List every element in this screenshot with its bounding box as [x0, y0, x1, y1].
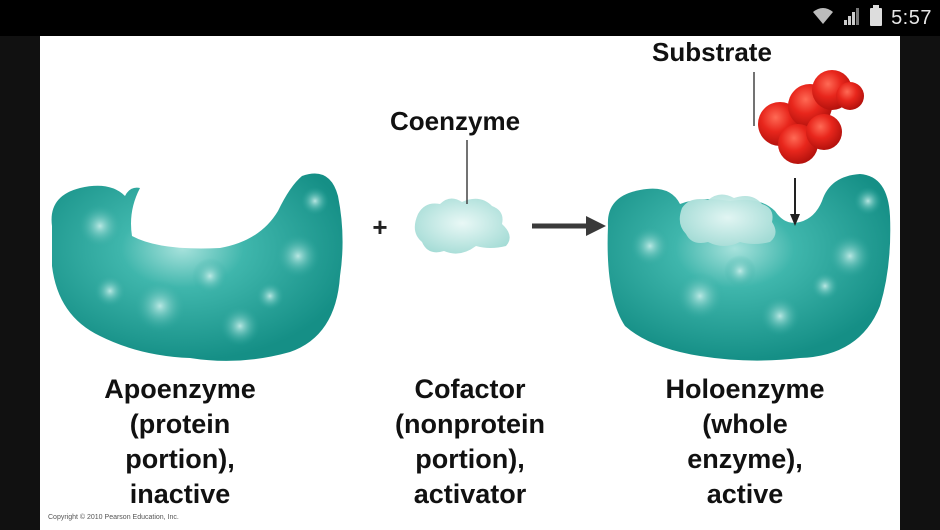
holoenzyme-shape — [607, 174, 891, 361]
copyright-notice: Copyright © 2010 Pearson Education, Inc. — [48, 514, 179, 521]
apoenzyme-caption-line: portion), — [125, 444, 235, 474]
status-icons: 5:57 — [811, 4, 932, 32]
cofactor-caption: Cofactor (nonprotein portion), activator — [370, 372, 570, 512]
letterbox-right — [900, 36, 940, 530]
holoenzyme-caption-line: (whole — [702, 409, 788, 439]
cofactor-shape — [414, 198, 510, 254]
letterbox-left — [0, 36, 40, 530]
status-bar: 5:57 — [0, 0, 940, 36]
reaction-arrow — [532, 216, 606, 236]
battery-icon — [869, 4, 883, 32]
apoenzyme-caption-line: inactive — [129, 479, 231, 509]
substrate-arrow — [790, 178, 800, 226]
wifi-icon — [811, 6, 835, 31]
holoenzyme-caption: Holoenzyme (whole enzyme), active — [630, 372, 860, 512]
cofactor-caption-line: portion), — [415, 444, 525, 474]
substrate-shape — [758, 70, 864, 164]
coenzyme-label: Coenzyme — [390, 106, 521, 136]
slide: + — [40, 36, 900, 530]
enzyme-diagram: + — [51, 70, 891, 361]
plus-sign: + — [372, 212, 387, 242]
apoenzyme-caption-line: (protein — [129, 409, 231, 439]
cofactor-caption-line: Cofactor — [414, 374, 526, 404]
apoenzyme-caption-line: Apoenzyme — [104, 374, 256, 404]
apoenzyme-caption: Apoenzyme (protein portion), inactive — [80, 372, 280, 512]
signal-icon — [843, 6, 861, 31]
holoenzyme-caption-line: enzyme), — [687, 444, 803, 474]
cofactor-caption-line: activator — [413, 479, 527, 509]
status-time: 5:57 — [891, 6, 932, 29]
apoenzyme-shape — [51, 173, 343, 361]
holoenzyme-caption-line: Holoenzyme — [665, 374, 825, 404]
holoenzyme-caption-line: active — [706, 479, 784, 509]
substrate-label: Substrate — [652, 37, 772, 67]
cofactor-caption-line: (nonprotein — [395, 409, 545, 439]
